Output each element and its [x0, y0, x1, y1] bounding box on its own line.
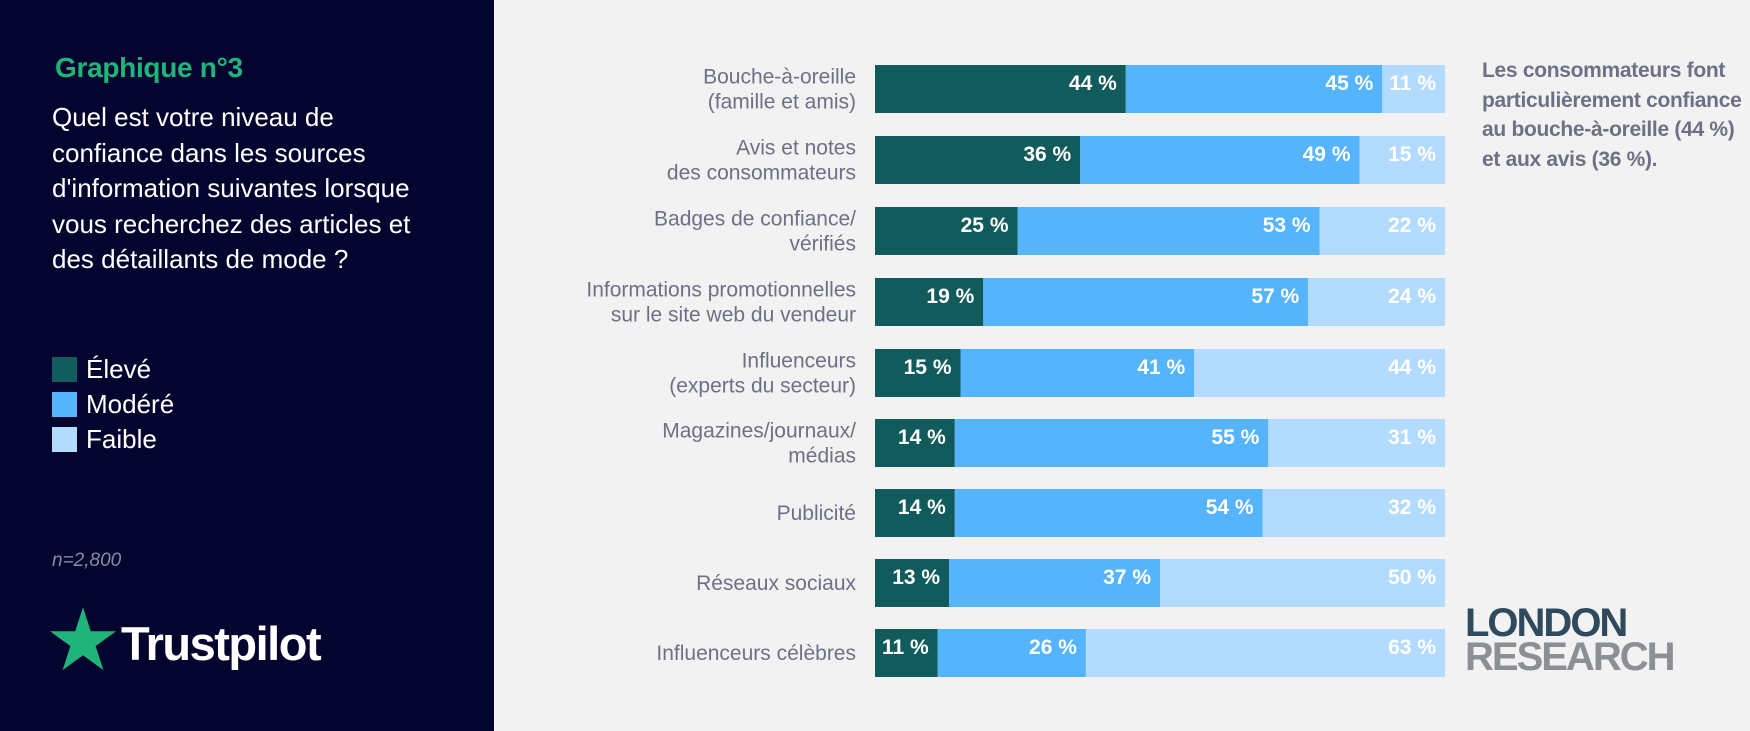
bar-high-informations-promotionnelles-sur-le-site-web-du-vendeur	[875, 278, 984, 326]
legend-label-high: Élevé	[86, 354, 152, 384]
bar-high-bouche-a-oreille-famille-et-amis	[875, 65, 1126, 113]
legend-swatch-low	[52, 427, 77, 452]
graph-label: Graphique n°3	[55, 52, 243, 83]
stacked-bar-chart: Bouche-à-oreille (famille et amis) 44 % 45 …	[494, 0, 1454, 731]
data-label-moderate-reseaux-sociaux: 37 %	[1103, 566, 1151, 589]
data-label-moderate-informations-promotionnelles-sur-le-site-web-du-vendeur: 57 %	[1251, 285, 1299, 308]
bar-high-publicite	[875, 489, 955, 537]
category-label-badges-de-confiance-verifies: Badges de confiance/vérifiés	[654, 208, 856, 256]
category-label-avis-et-notes-des-consommateurs: Avis et notes des consommateurs	[667, 137, 856, 185]
bar-high-badges-de-confiance-verifies	[875, 207, 1018, 255]
bar-high-magazines-journaux-medias	[875, 419, 955, 467]
data-label-high-reseaux-sociaux: 13 %	[892, 566, 940, 589]
bar-moderate-informations-promotionnelles-sur-le-site-web-du-vendeur	[983, 278, 1309, 326]
category-label-informations-promotionnelles-sur-le-site-web-du-vendeur: Informations promotionnelles sur le site …	[586, 279, 856, 327]
data-label-low-influenceurs-experts-du-secteur: 44 %	[1388, 356, 1436, 379]
bar-low-influenceurs-celebres	[1085, 629, 1445, 677]
bar-moderate-reseaux-sociaux	[949, 559, 1160, 607]
trustpilot-logo: Trustpilot	[50, 606, 322, 671]
question-text: Quel est votre niveau de confiance dans …	[52, 102, 411, 274]
london-research-line2: RESEARCH	[1465, 635, 1675, 679]
legend-label-moderate: Modéré	[86, 389, 175, 419]
star-icon	[50, 606, 116, 670]
sample-size: n=2,800	[52, 550, 122, 571]
data-label-moderate-magazines-journaux-medias: 55 %	[1211, 426, 1259, 449]
bar-high-avis-et-notes-des-consommateurs	[875, 136, 1081, 184]
data-label-low-avis-et-notes-des-consommateurs: 15 %	[1388, 143, 1436, 166]
bar-low-avis-et-notes-des-consommateurs	[1359, 136, 1445, 184]
legend-item-moderate: Modéré	[52, 387, 174, 422]
side-note: Les consommateurs font particulièrement …	[1482, 59, 1742, 171]
data-label-low-publicite: 32 %	[1388, 496, 1436, 519]
trustpilot-wordmark: Trustpilot	[121, 617, 322, 670]
data-label-moderate-influenceurs-experts-du-secteur: 41 %	[1137, 356, 1185, 379]
data-label-low-badges-de-confiance-verifies: 22 %	[1388, 214, 1436, 237]
legend-item-high: Élevé	[52, 352, 174, 387]
bar-high-reseaux-sociaux	[875, 559, 950, 607]
data-label-low-influenceurs-celebres: 63 %	[1388, 636, 1436, 659]
bar-low-informations-promotionnelles-sur-le-site-web-du-vendeur	[1308, 278, 1445, 326]
bar-low-bouche-a-oreille-famille-et-amis	[1382, 65, 1445, 113]
legend-swatch-moderate	[52, 392, 77, 417]
data-label-high-badges-de-confiance-verifies: 25 %	[961, 214, 1009, 237]
data-label-high-avis-et-notes-des-consommateurs: 36 %	[1023, 143, 1071, 166]
data-label-high-informations-promotionnelles-sur-le-site-web-du-vendeur: 19 %	[926, 285, 974, 308]
data-label-moderate-influenceurs-celebres: 26 %	[1029, 636, 1077, 659]
bar-moderate-badges-de-confiance-verifies	[1017, 207, 1320, 255]
data-label-high-bouche-a-oreille-famille-et-amis: 44 %	[1069, 72, 1117, 95]
data-label-moderate-publicite: 54 %	[1206, 496, 1254, 519]
data-label-moderate-bouche-a-oreille-famille-et-amis: 45 %	[1325, 72, 1373, 95]
category-label-influenceurs-celebres: Influenceurs célèbres	[656, 642, 856, 665]
bar-low-influenceurs-experts-du-secteur	[1194, 349, 1445, 397]
bar-moderate-magazines-journaux-medias	[954, 419, 1269, 467]
left-panel: Graphique n°3 Quel est votre niveau de c…	[0, 0, 494, 731]
category-label-magazines-journaux-medias: Magazines/journaux/médias	[662, 420, 856, 468]
legend-item-low: Faible	[52, 422, 174, 457]
data-label-low-reseaux-sociaux: 50 %	[1388, 566, 1436, 589]
legend-swatch-high	[52, 357, 77, 382]
london-research-logo: LONDON RESEARCH	[1465, 601, 1750, 679]
category-label-publicite: Publicité	[777, 502, 856, 525]
chart-canvas: Bouche-à-oreille (famille et amis) 44 % 45 …	[586, 65, 1445, 677]
bar-high-influenceurs-celebres	[875, 629, 938, 677]
data-label-high-magazines-journaux-medias: 14 %	[898, 426, 946, 449]
bar-moderate-influenceurs-celebres	[937, 629, 1086, 677]
data-label-high-publicite: 14 %	[898, 496, 946, 519]
bar-high-influenceurs-experts-du-secteur	[875, 349, 961, 397]
category-label-reseaux-sociaux: Réseaux sociaux	[696, 572, 856, 595]
data-label-high-influenceurs-experts-du-secteur: 15 %	[904, 356, 952, 379]
bar-low-badges-de-confiance-verifies	[1319, 207, 1445, 255]
legend-label-low: Faible	[86, 424, 157, 454]
bar-moderate-influenceurs-experts-du-secteur	[960, 349, 1195, 397]
legend: Élevé Modéré Faible	[52, 352, 174, 457]
data-label-low-magazines-journaux-medias: 31 %	[1388, 426, 1436, 449]
data-label-moderate-avis-et-notes-des-consommateurs: 49 %	[1303, 143, 1351, 166]
bar-moderate-publicite	[954, 489, 1263, 537]
bar-low-publicite	[1262, 489, 1445, 537]
data-label-low-informations-promotionnelles-sur-le-site-web-du-vendeur: 24 %	[1388, 285, 1436, 308]
bar-moderate-bouche-a-oreille-famille-et-amis	[1125, 65, 1383, 113]
category-label-bouche-a-oreille-famille-et-amis: Bouche-à-oreille (famille et amis)	[703, 66, 856, 114]
data-label-high-influenceurs-celebres: 11 %	[882, 636, 929, 659]
bar-low-magazines-journaux-medias	[1268, 419, 1445, 467]
category-label-influenceurs-experts-du-secteur: Influenceurs (experts du secteur)	[669, 350, 856, 398]
bar-low-reseaux-sociaux	[1160, 559, 1445, 607]
london-research-line1: LONDON	[1465, 601, 1628, 645]
data-label-low-bouche-a-oreille-famille-et-amis: 11 %	[1389, 72, 1436, 95]
bar-moderate-avis-et-notes-des-consommateurs	[1080, 136, 1360, 184]
data-label-moderate-badges-de-confiance-verifies: 53 %	[1263, 214, 1311, 237]
